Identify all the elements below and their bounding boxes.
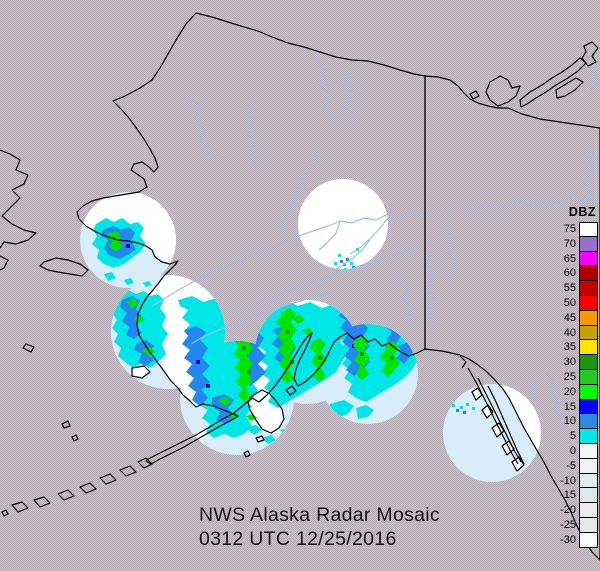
chukotka-coast — [0, 149, 37, 249]
legend-color-swatch — [579, 222, 598, 237]
legend-color-swatch — [579, 458, 598, 474]
southeast-panhandle-channels — [459, 355, 525, 472]
legend-color-swatch — [579, 488, 598, 504]
legend-entry-55dbz: 55 — [553, 281, 598, 296]
legend-entry-45dbz: 45 — [553, 310, 598, 326]
rivers — [151, 59, 600, 418]
legend-color-swatch — [579, 399, 598, 415]
legend-color-swatch — [579, 473, 598, 489]
legend-label: 70 — [563, 237, 576, 250]
legend-color-swatch — [579, 369, 598, 385]
legend-color-swatch — [579, 414, 598, 430]
legend-entry--5dbz: -5 — [553, 458, 598, 474]
legend-entry-65dbz: 65 — [553, 251, 598, 267]
legend-color-swatch — [579, 503, 598, 518]
dbz-legend: DBZ 75 70 65 60 55 50 45 40 35 30 25 20 15 10 5 0 -5 -10-… — [553, 205, 598, 548]
legend-label: 50 — [563, 296, 576, 309]
nunivak-island-coast — [131, 365, 151, 379]
legend-entry-0dbz: 0 — [553, 443, 598, 459]
legend-color-swatch — [579, 384, 598, 400]
legend-label: 15 — [563, 400, 576, 413]
echo-green-dark-layer — [242, 330, 394, 374]
legend-entry-40dbz: 40 — [553, 325, 598, 341]
dbz-legend-scale: 75 70 65 60 55 50 45 40 35 30 25 20 15 10 5 0 -5 -10 -15 -2… — [553, 222, 598, 548]
legend-color-swatch — [579, 340, 598, 356]
legend-label: 10 — [563, 415, 576, 428]
legend-color-swatch — [579, 236, 598, 252]
legend-label: -10 — [560, 474, 576, 487]
legend-entry-15dbz: 15 — [553, 399, 598, 415]
legend-entry--25dbz: -25 — [553, 517, 598, 533]
legend-color-swatch — [579, 325, 598, 341]
legend-entry-25dbz: 25 — [553, 369, 598, 385]
legend-color-swatch — [579, 517, 598, 533]
map-title: NWS Alaska Radar Mosaic — [199, 504, 440, 526]
legend-label: -30 — [560, 533, 576, 546]
legend-label: 30 — [563, 356, 576, 369]
legend-color-swatch — [579, 532, 598, 548]
legend-label: -20 — [560, 504, 576, 517]
aleutian-islands — [1, 420, 153, 517]
legend-label: 60 — [563, 267, 576, 280]
alaska-mainland-coast — [76, 12, 600, 561]
legend-label: -15 — [560, 489, 576, 502]
precipitation-echoes — [92, 218, 475, 444]
legend-entry-75dbz: 75 — [553, 222, 598, 237]
legend-entry-35dbz: 35 — [553, 340, 598, 356]
legend-entry-30dbz: 30 — [553, 355, 598, 370]
legend-entry--30dbz: -30 — [553, 532, 598, 548]
coastlines — [0, 12, 600, 561]
legend-label: 5 — [569, 430, 576, 443]
legend-color-swatch — [579, 251, 598, 267]
legend-color-swatch — [579, 443, 598, 459]
dbz-legend-title: DBZ — [568, 205, 596, 219]
legend-entry--15dbz: -15 — [553, 488, 598, 504]
legend-entry-70dbz: 70 — [553, 236, 598, 252]
st-lawrence-island-coast — [39, 257, 89, 277]
legend-color-swatch — [579, 355, 598, 370]
map-timestamp: 0312 UTC 12/25/2016 — [199, 528, 397, 550]
legend-label: 20 — [563, 385, 576, 398]
legend-color-swatch — [579, 281, 598, 296]
legend-label: 25 — [563, 370, 576, 383]
legend-label: 55 — [563, 282, 576, 295]
legend-label: 40 — [563, 326, 576, 339]
legend-entry-50dbz: 50 — [553, 295, 598, 311]
legend-label: 65 — [563, 252, 576, 265]
legend-label: 45 — [563, 311, 576, 324]
legend-entry--20dbz: -20 — [553, 503, 598, 518]
legend-entry-5dbz: 5 — [553, 429, 598, 444]
canadian-arctic-islands — [469, 41, 599, 108]
legend-entry-10dbz: 10 — [553, 414, 598, 430]
legend-label: 75 — [563, 223, 576, 235]
legend-label: 35 — [563, 341, 576, 354]
legend-color-swatch — [579, 295, 598, 311]
legend-color-swatch — [579, 429, 598, 444]
legend-color-swatch — [579, 310, 598, 326]
legend-color-swatch — [579, 266, 598, 282]
legend-entry-20dbz: 20 — [553, 384, 598, 400]
legend-label: 0 — [569, 444, 576, 457]
kodiak-island-coast — [247, 389, 285, 434]
legend-label: -5 — [566, 459, 576, 472]
legend-entry--10dbz: -10 — [553, 473, 598, 489]
legend-entry-60dbz: 60 — [553, 266, 598, 282]
map-title-block: NWS Alaska Radar Mosaic 0312 UTC 12/25/2… — [199, 503, 440, 551]
legend-label: -25 — [560, 518, 576, 531]
